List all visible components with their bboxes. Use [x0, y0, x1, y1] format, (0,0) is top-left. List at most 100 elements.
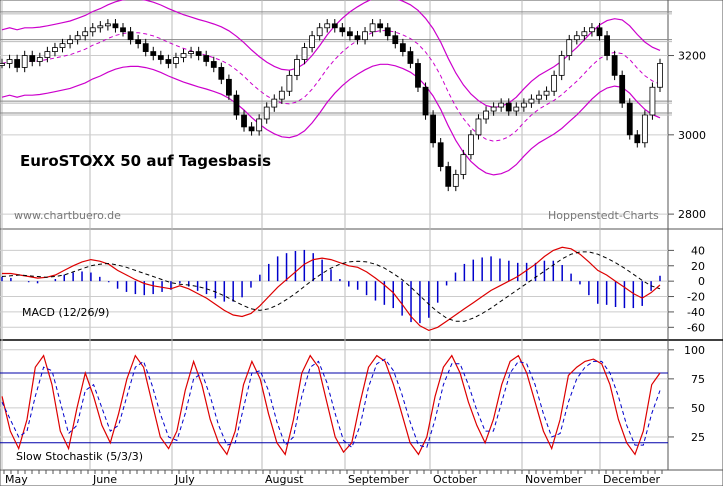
- candle-body: [29, 55, 36, 62]
- candle-body: [301, 47, 308, 60]
- bollinger-upper-band: [1, 0, 661, 109]
- candle-body: [120, 27, 126, 33]
- value-tick-label: 100: [684, 344, 705, 357]
- candle-body: [551, 74, 558, 92]
- candle-body: [513, 106, 520, 112]
- month-label: August: [265, 473, 304, 486]
- candle-body: [67, 39, 73, 45]
- candle-body: [399, 43, 406, 52]
- value-tick-label: 3200: [678, 50, 706, 63]
- candle-body: [596, 27, 603, 37]
- candle-body: [619, 74, 626, 104]
- candle-body: [135, 39, 142, 45]
- candle-body: [97, 25, 104, 29]
- value-tick-label: 50: [691, 402, 705, 415]
- candle-body: [127, 31, 134, 41]
- candle-body: [362, 31, 368, 41]
- value-tick-label: 40: [691, 244, 705, 257]
- candle-body: [392, 35, 399, 45]
- candle-body: [294, 59, 300, 76]
- candle-body: [157, 55, 164, 60]
- watermark-left: www.chartbuero.de: [14, 209, 121, 222]
- candle-body: [641, 114, 648, 144]
- candle-body: [657, 63, 663, 88]
- macd-line: [2, 246, 661, 332]
- candle-body: [490, 106, 497, 112]
- candle-body: [377, 23, 384, 29]
- candle-body: [422, 86, 429, 116]
- stochastic-k-line: [1, 354, 661, 456]
- candle-body: [369, 23, 376, 33]
- value-tick-label: -40: [687, 306, 705, 319]
- candle-body: [611, 55, 618, 76]
- price-panel: [0, 0, 672, 192]
- candle-body: [573, 35, 580, 41]
- value-tick-label: 3000: [678, 129, 706, 142]
- candle-body: [566, 39, 573, 56]
- candle-body: [626, 102, 633, 136]
- stochastic-label: Slow Stochastik (5/3/3): [16, 450, 143, 463]
- candle-body: [339, 27, 346, 33]
- candle-body: [225, 78, 232, 96]
- candle-body: [498, 102, 505, 108]
- candle-body: [173, 57, 179, 64]
- candle-body: [52, 47, 58, 52]
- candle-body: [483, 110, 489, 120]
- value-tick-label: -60: [687, 321, 705, 334]
- candle-body: [233, 94, 240, 116]
- candle-body: [180, 53, 187, 58]
- candle-body: [324, 23, 331, 29]
- chart-title: EuroSTOXX 50 auf Tagesbasis: [20, 152, 271, 170]
- candle-body: [407, 51, 414, 64]
- macd-signal-line: [1, 251, 661, 322]
- candle-body: [445, 166, 452, 187]
- candle-body: [150, 51, 157, 56]
- value-tick-label: 20: [691, 260, 705, 273]
- month-label: December: [603, 473, 661, 486]
- candle-body: [74, 35, 81, 41]
- candle-body: [581, 31, 588, 37]
- candle-body: [248, 126, 255, 132]
- candle-body: [604, 35, 610, 56]
- candle-body: [505, 102, 512, 112]
- value-tick-label: 75: [691, 373, 705, 386]
- candle-body: [430, 114, 437, 144]
- candle-body: [286, 74, 293, 92]
- month-label: July: [174, 473, 195, 486]
- watermark-right: Hoppenstedt-Charts: [548, 209, 659, 222]
- month-label: June: [92, 473, 117, 486]
- candle-body: [543, 90, 550, 96]
- candle-body: [415, 63, 421, 88]
- candle-body: [278, 90, 285, 100]
- candle-body: [316, 27, 323, 37]
- candle-body: [21, 55, 28, 68]
- macd-panel: [1, 246, 661, 332]
- candle-body: [634, 134, 641, 144]
- candle-body: [528, 98, 535, 104]
- candle-body: [165, 59, 172, 64]
- bollinger-lower-band: [1, 63, 661, 176]
- candle-body: [82, 31, 89, 37]
- stochastic-panel: [0, 354, 668, 456]
- candle-body: [536, 94, 542, 100]
- candle-body: [14, 59, 21, 68]
- value-tick-label: 0: [698, 275, 705, 288]
- month-label: September: [348, 473, 409, 486]
- candle-body: [475, 118, 482, 136]
- candle-body: [347, 31, 353, 37]
- macd-label: MACD (12/26/9): [22, 306, 109, 319]
- candle-body: [210, 61, 217, 68]
- axis-labels: May June July August September October Novembe…: [3, 50, 706, 486]
- candle-body: [263, 106, 270, 120]
- candle-body: [104, 23, 111, 27]
- candle-body: [241, 114, 247, 128]
- candle-body: [589, 27, 595, 33]
- grid-lines: [0, 0, 668, 470]
- candle-body: [188, 51, 194, 54]
- candle-body: [195, 51, 202, 56]
- candle-body: [112, 23, 119, 29]
- candle-body: [59, 43, 66, 49]
- month-label: November: [525, 473, 583, 486]
